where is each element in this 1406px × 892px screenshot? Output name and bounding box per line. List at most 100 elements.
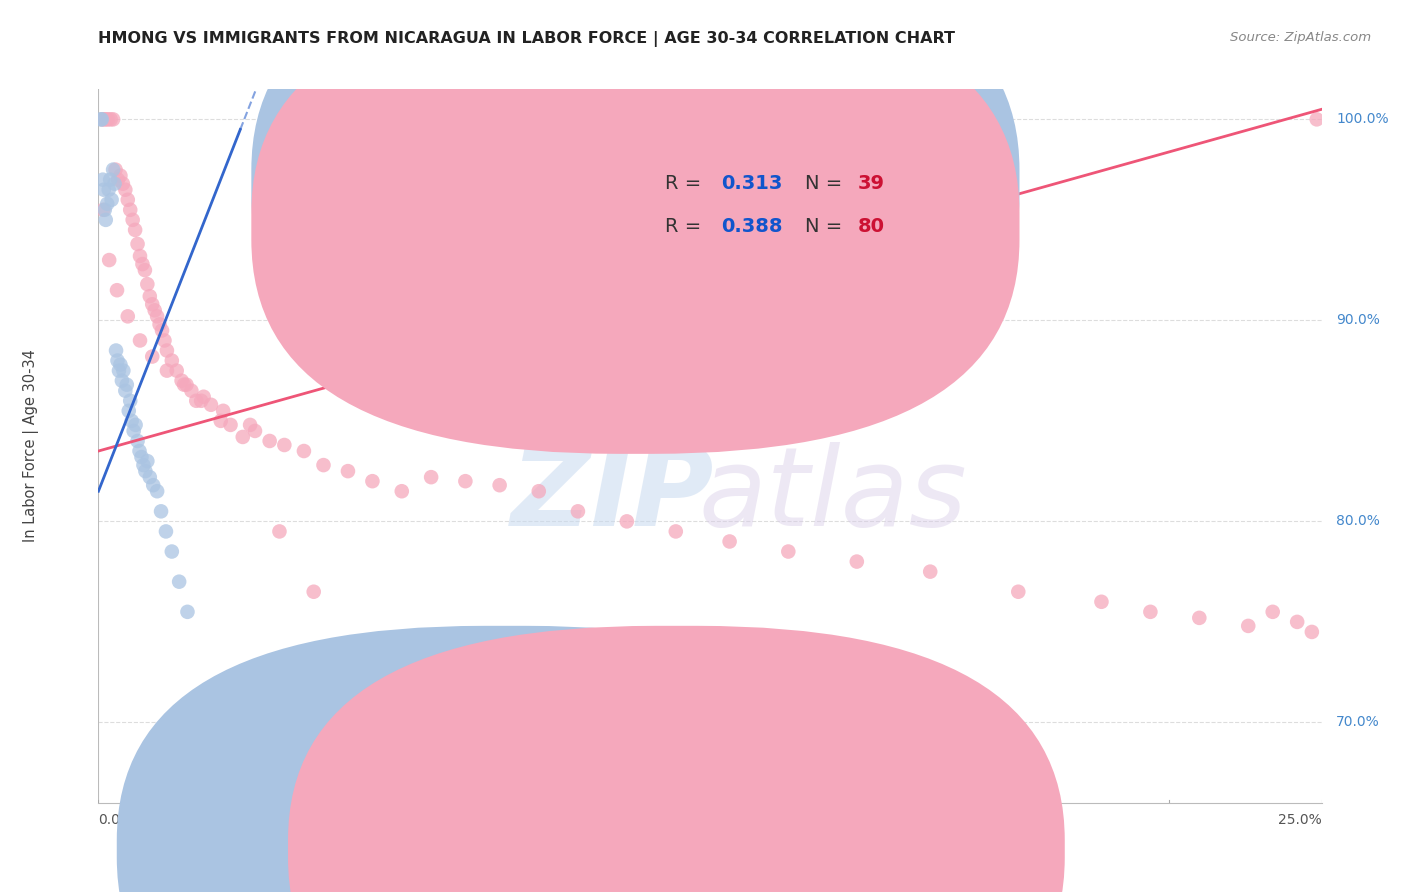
Point: [117, 193, 139, 207]
Point: [101, 162, 124, 177]
Point: [1261, 605, 1284, 619]
Point: [243, 424, 266, 438]
Point: [136, 454, 159, 468]
Point: [121, 414, 143, 428]
Point: [190, 393, 212, 408]
FancyBboxPatch shape: [117, 626, 894, 892]
Point: [107, 353, 129, 368]
Point: [1286, 615, 1309, 629]
FancyBboxPatch shape: [252, 0, 1019, 411]
Point: [141, 297, 163, 311]
Point: [718, 534, 741, 549]
FancyBboxPatch shape: [600, 157, 942, 257]
Point: [94, 202, 117, 217]
Point: [146, 484, 169, 499]
Point: [1007, 584, 1029, 599]
Point: [488, 478, 510, 492]
Point: [129, 249, 152, 263]
Point: [98, 172, 121, 186]
Point: [312, 458, 335, 472]
Point: [118, 404, 141, 418]
Point: [114, 183, 136, 197]
Text: Hmong: Hmong: [536, 840, 591, 855]
Point: [209, 414, 232, 428]
Point: [98, 253, 121, 268]
Point: [173, 377, 195, 392]
Text: R =: R =: [665, 174, 707, 193]
Text: In Labor Force | Age 30-34: In Labor Force | Age 30-34: [22, 350, 39, 542]
Point: [117, 310, 139, 324]
Point: [128, 444, 150, 458]
Point: [273, 438, 295, 452]
Point: [134, 464, 156, 478]
Point: [1301, 624, 1323, 639]
Point: [156, 363, 179, 377]
Point: [176, 377, 198, 392]
Point: [103, 177, 125, 191]
Text: N =: N =: [806, 174, 849, 193]
Point: [122, 424, 145, 438]
Text: N =: N =: [806, 217, 849, 235]
Point: [186, 393, 208, 408]
Point: [121, 212, 143, 227]
Point: [127, 237, 149, 252]
Point: [176, 605, 198, 619]
Point: [143, 303, 166, 318]
Point: [146, 310, 169, 324]
FancyBboxPatch shape: [252, 0, 1019, 454]
Point: [153, 334, 176, 348]
Point: [136, 277, 159, 292]
FancyBboxPatch shape: [288, 626, 1064, 892]
Point: [156, 343, 179, 358]
Point: [93, 183, 115, 197]
Point: [104, 162, 127, 177]
Text: R =: R =: [665, 217, 707, 235]
Point: [131, 450, 153, 464]
Point: [1188, 611, 1211, 625]
Text: 70.0%: 70.0%: [1336, 715, 1381, 730]
Point: [1306, 112, 1329, 127]
Point: [120, 202, 142, 217]
Point: [150, 323, 173, 337]
Point: [193, 390, 215, 404]
Point: [107, 172, 129, 186]
Point: [200, 398, 222, 412]
Text: 80: 80: [858, 217, 884, 235]
Point: [112, 363, 135, 377]
Point: [567, 504, 589, 518]
Point: [100, 193, 122, 207]
Text: 0.313: 0.313: [721, 174, 782, 193]
Text: Source: ZipAtlas.com: Source: ZipAtlas.com: [1230, 31, 1371, 45]
Point: [108, 363, 131, 377]
Point: [139, 470, 162, 484]
Point: [527, 484, 550, 499]
Point: [665, 524, 688, 539]
Text: 39: 39: [858, 174, 884, 193]
Point: [94, 212, 117, 227]
Point: [105, 283, 128, 297]
Point: [259, 434, 281, 448]
Point: [1139, 605, 1161, 619]
Point: [139, 289, 162, 303]
Point: [110, 358, 132, 372]
Point: [1237, 619, 1260, 633]
Point: [420, 470, 443, 484]
Point: [1090, 595, 1112, 609]
Text: Immigrants from Nicaragua: Immigrants from Nicaragua: [706, 840, 917, 855]
Point: [361, 474, 384, 488]
Text: 25.0%: 25.0%: [1278, 813, 1322, 827]
Point: [111, 374, 134, 388]
Point: [90, 112, 112, 127]
Point: [124, 223, 146, 237]
Point: [269, 524, 291, 539]
Text: ZIP: ZIP: [510, 442, 714, 549]
Point: [129, 334, 152, 348]
Point: [124, 417, 146, 432]
Point: [96, 196, 118, 211]
Text: 0.0%: 0.0%: [98, 813, 134, 827]
Point: [142, 478, 165, 492]
Point: [160, 353, 183, 368]
Point: [91, 202, 114, 217]
Text: 90.0%: 90.0%: [1336, 313, 1381, 327]
Point: [100, 112, 122, 127]
